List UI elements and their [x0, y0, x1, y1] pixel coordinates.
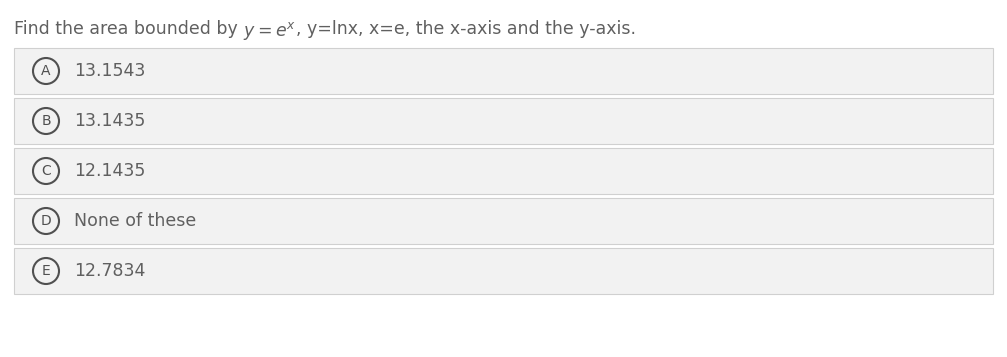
Text: None of these: None of these	[74, 212, 196, 230]
FancyBboxPatch shape	[14, 148, 993, 194]
Text: B: B	[41, 114, 50, 128]
Text: 13.1543: 13.1543	[74, 62, 145, 80]
Text: C: C	[41, 164, 51, 178]
Text: E: E	[41, 264, 50, 278]
FancyBboxPatch shape	[14, 248, 993, 294]
Text: $y=e^{x}$: $y=e^{x}$	[244, 20, 296, 42]
FancyBboxPatch shape	[14, 48, 993, 94]
Text: D: D	[40, 214, 51, 228]
Text: , y=lnx, x=e, the x-axis and the y-axis.: , y=lnx, x=e, the x-axis and the y-axis.	[296, 20, 636, 38]
Text: 12.1435: 12.1435	[74, 162, 145, 180]
Text: A: A	[41, 64, 50, 78]
FancyBboxPatch shape	[14, 198, 993, 244]
Text: 13.1435: 13.1435	[74, 112, 145, 130]
Text: Find the area bounded by: Find the area bounded by	[14, 20, 244, 38]
Text: 12.7834: 12.7834	[74, 262, 145, 280]
FancyBboxPatch shape	[14, 98, 993, 144]
